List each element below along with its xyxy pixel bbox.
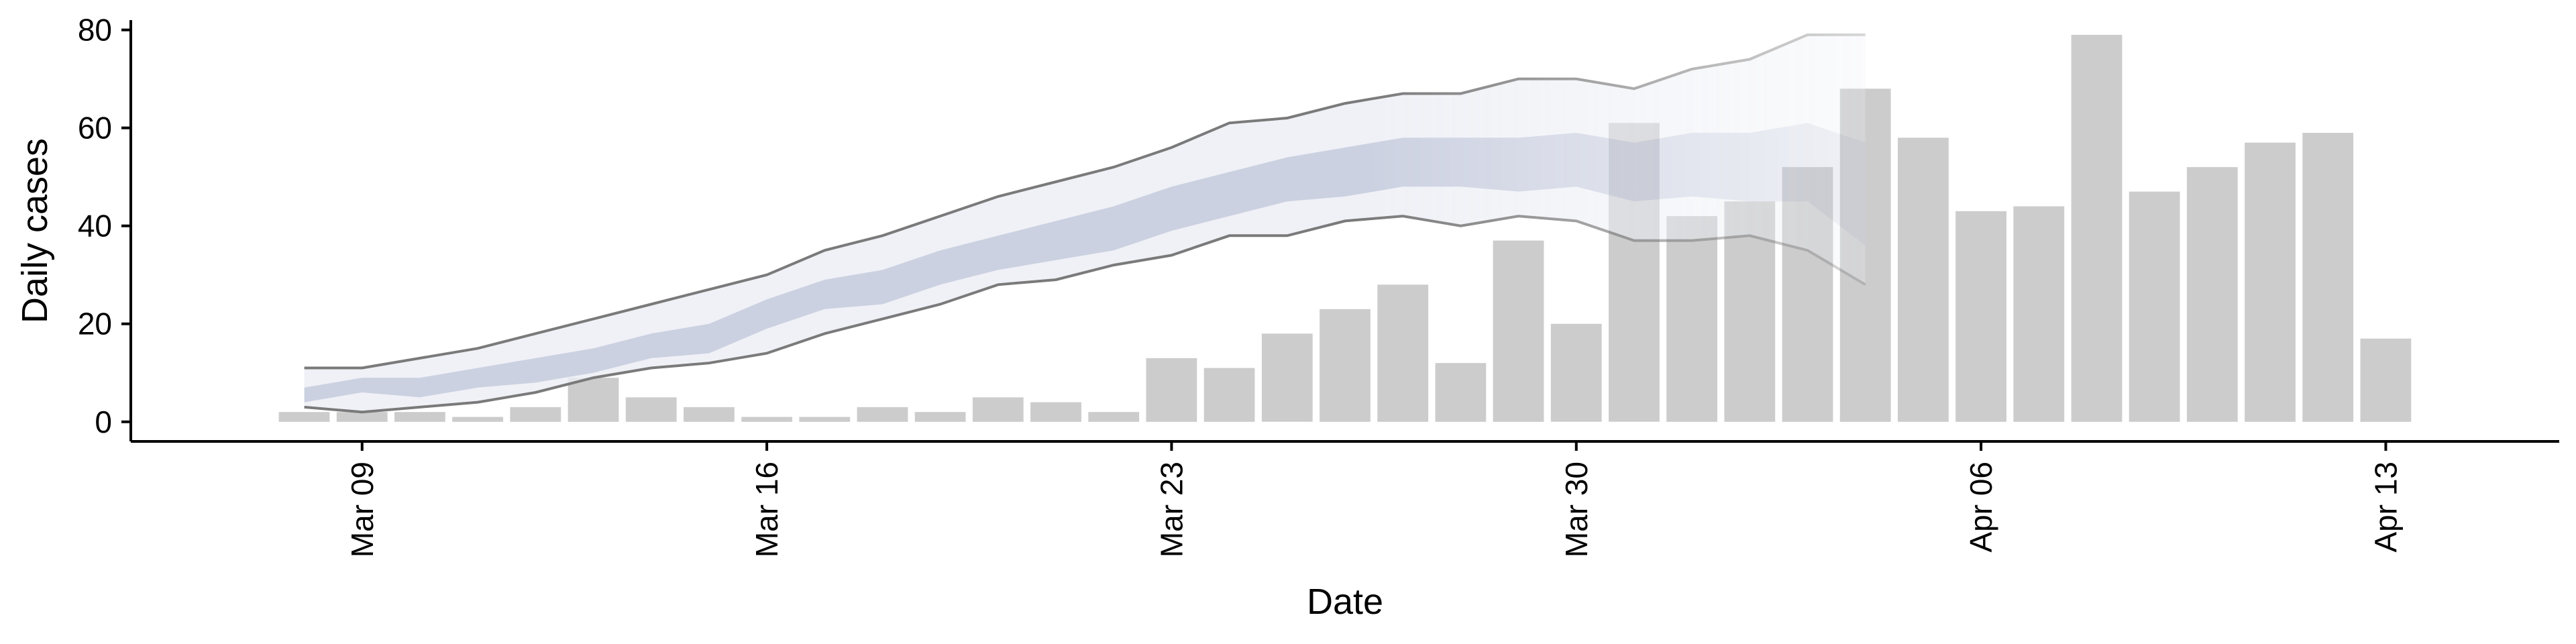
bar [336, 412, 388, 422]
lower-bound-line [304, 215, 1866, 414]
x-tick-label: Mar 30 [1559, 462, 1594, 557]
bar [510, 407, 561, 422]
bar [452, 417, 503, 422]
bar [1550, 323, 1602, 422]
bar [857, 407, 908, 422]
bar [1203, 368, 1255, 422]
x-tick-label: Mar 23 [1154, 462, 1189, 557]
bar [1146, 358, 1197, 422]
y-axis-title: Daily cases [15, 138, 55, 323]
bar [394, 412, 445, 422]
bar [2129, 191, 2180, 422]
upper-bound-line [304, 33, 1866, 370]
bar [2186, 167, 2238, 422]
bar [1493, 240, 1544, 422]
bar [1377, 284, 1429, 422]
bar [1030, 402, 1081, 422]
bar [741, 417, 792, 422]
bar [1320, 309, 1371, 422]
bar [1261, 333, 1313, 422]
x-axis-title: Date [1307, 582, 1383, 622]
y-tick-label: 60 [78, 111, 112, 146]
bar [568, 378, 619, 422]
bar [799, 417, 851, 422]
bar [278, 412, 330, 422]
bar [1088, 412, 1140, 422]
bar [1666, 216, 1717, 422]
ticks-layer: 0 20 40 60 80 Mar 09 Mar 16 Mar 23 Mar 30 Apr 06 A… [78, 13, 2404, 558]
bar [2360, 338, 2412, 422]
bar [1898, 138, 1949, 422]
axes-layer [129, 20, 2559, 443]
x-tick-label: Mar 16 [749, 462, 784, 557]
bar [1435, 363, 1487, 422]
bar [684, 407, 735, 422]
forecast-band-layer [304, 33, 1866, 414]
bar [2245, 142, 2296, 422]
x-tick-label: Mar 09 [345, 462, 380, 557]
bar [2013, 206, 2065, 422]
y-tick-label: 0 [95, 405, 112, 439]
inner-interval-band [304, 123, 1866, 402]
y-tick-label: 20 [78, 307, 112, 341]
bar [2071, 34, 2123, 422]
y-tick-label: 40 [78, 209, 112, 244]
bar [914, 412, 966, 422]
y-tick-label: 80 [78, 13, 112, 48]
bar [625, 397, 677, 422]
bar [972, 397, 1024, 422]
x-tick-label: Apr 13 [2368, 462, 2403, 553]
bar [1955, 211, 2006, 422]
bar [2302, 133, 2354, 422]
x-tick-label: Apr 06 [1964, 462, 1998, 553]
